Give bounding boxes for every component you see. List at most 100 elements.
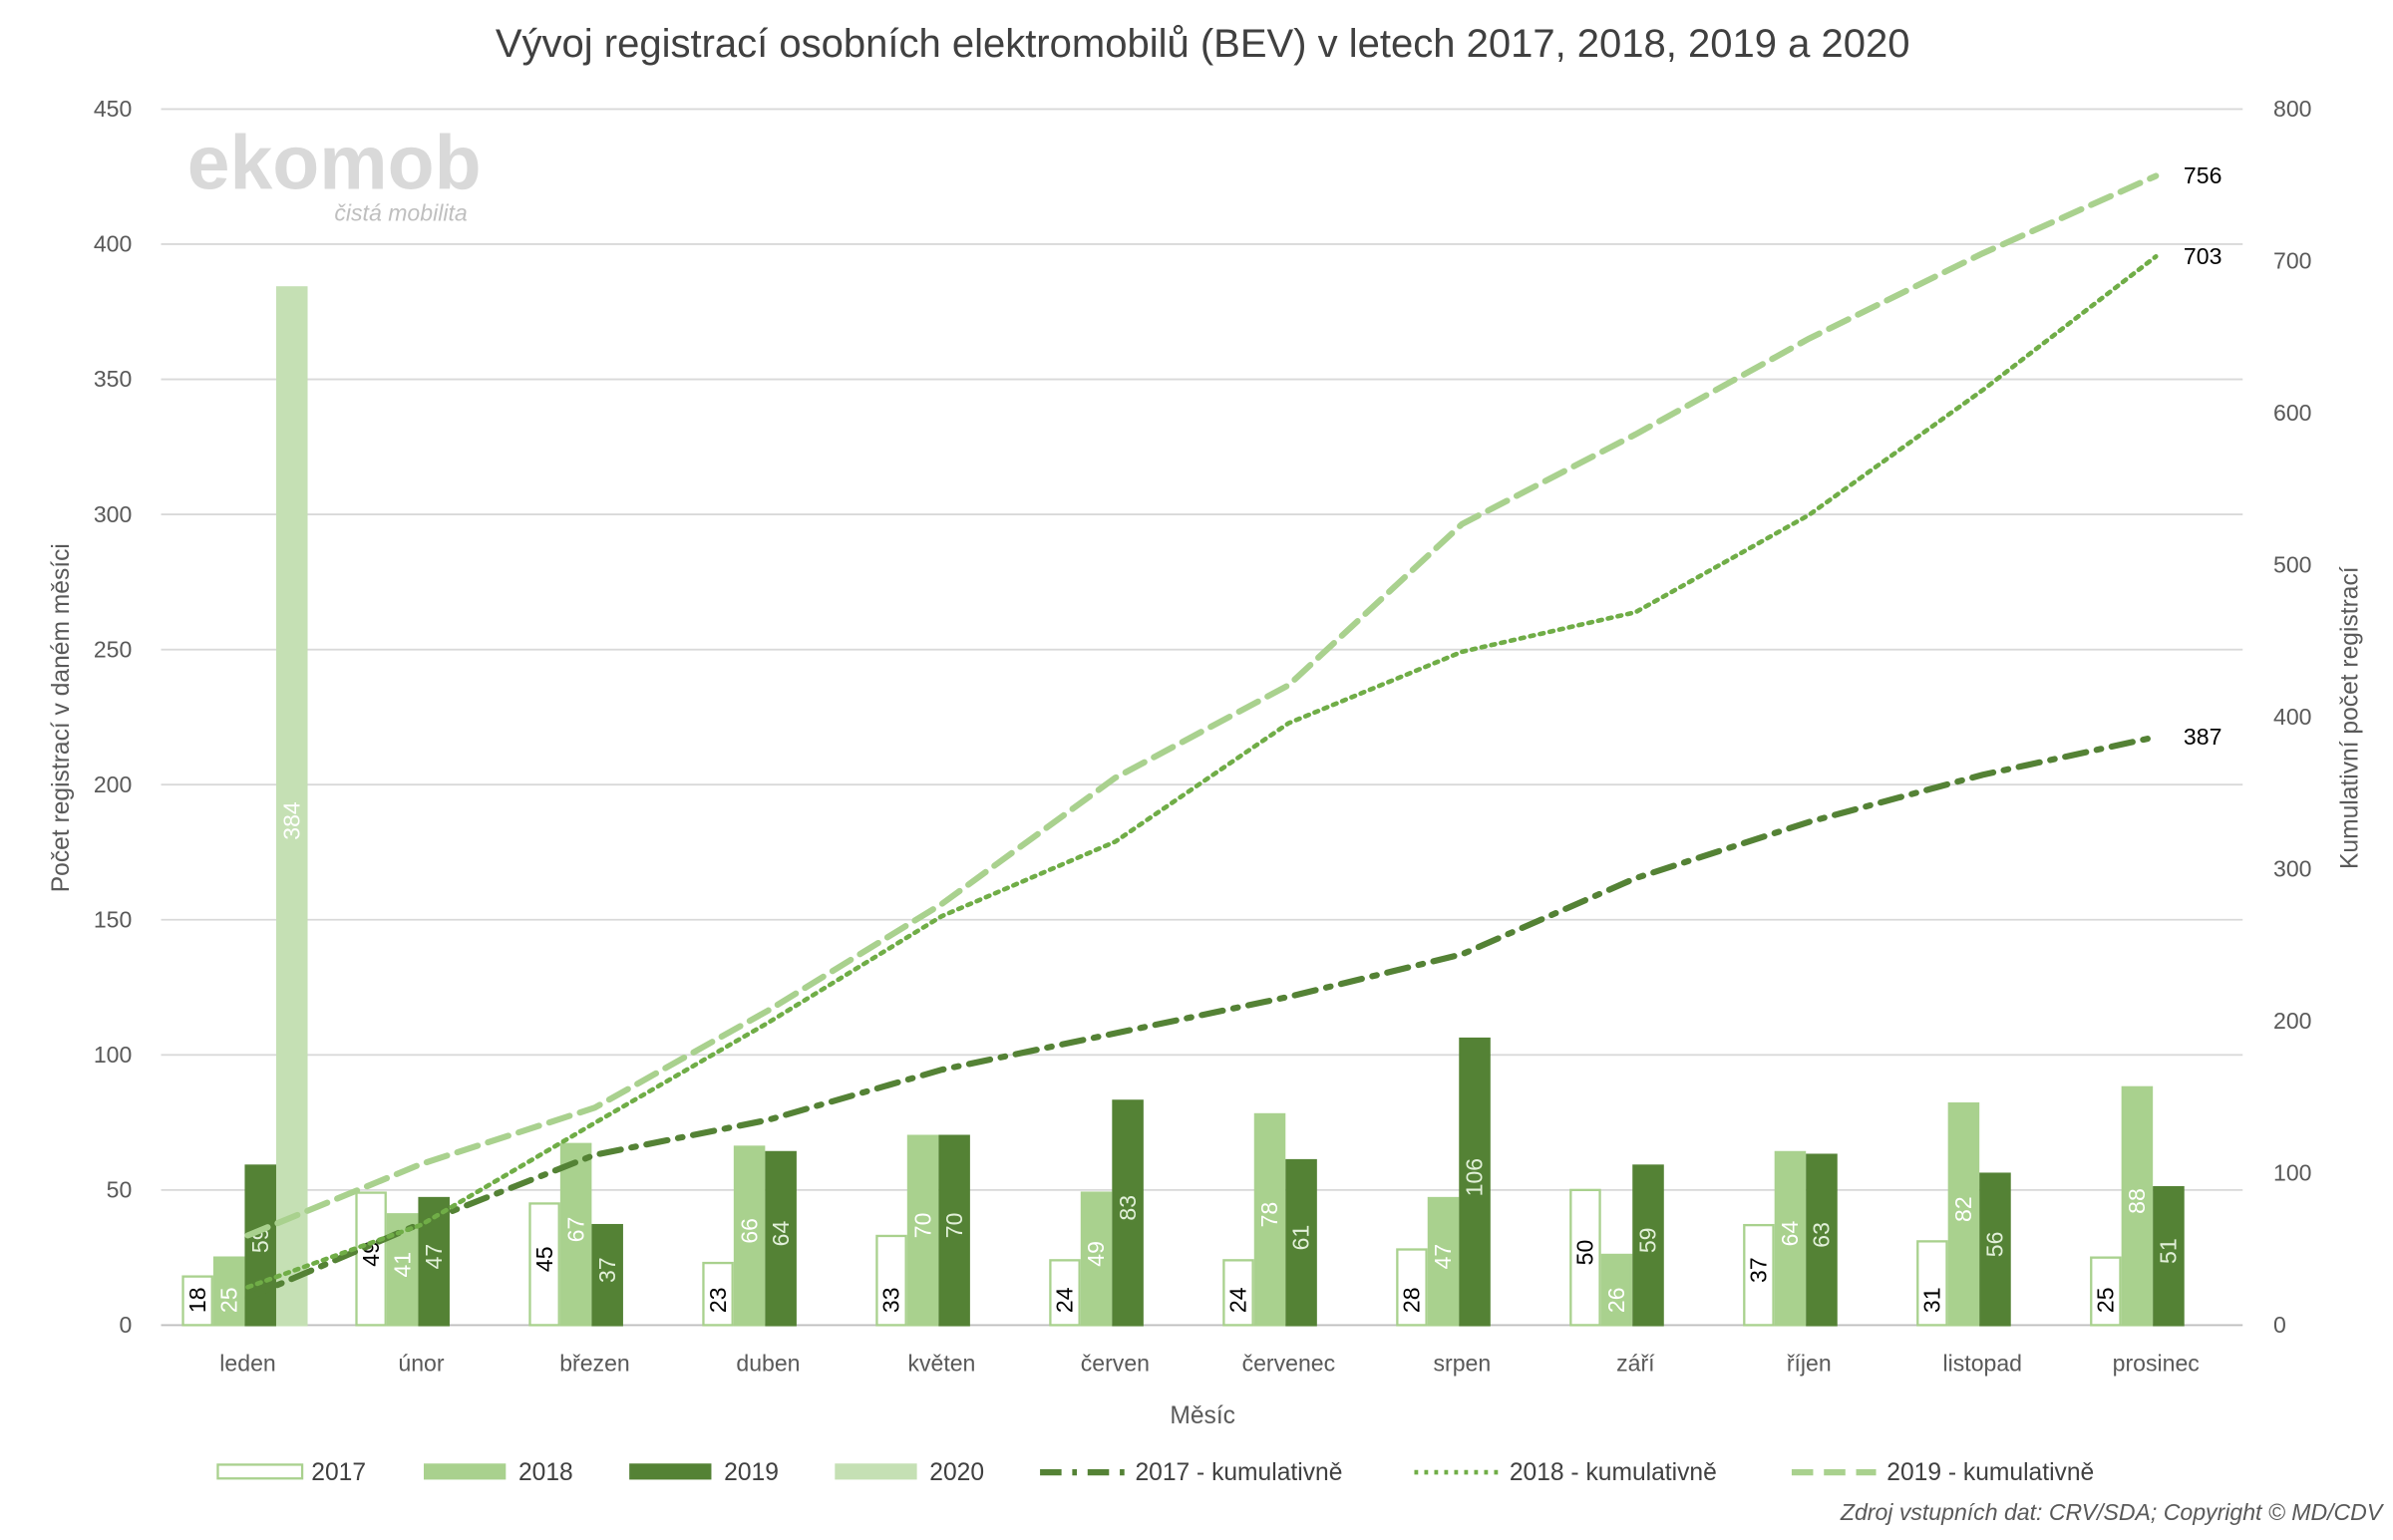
legend-swatch [629,1463,712,1480]
bar-2020 [275,286,308,1327]
bar-2018 [1600,1253,1633,1327]
data-label: 51 [2156,1238,2182,1264]
legend-swatch [424,1463,507,1480]
data-label: 66 [736,1218,762,1244]
bar-2017 [355,1191,387,1327]
bar-2017 [1396,1248,1428,1327]
bar-2019 [1112,1099,1144,1327]
x-tick-label: září [1616,1351,1655,1377]
bar-2018 [1774,1150,1807,1327]
data-label: 56 [1982,1232,2008,1258]
y-right-tick-label: 400 [2273,704,2311,730]
legend-label: 2019 - kumulativně [1886,1459,2094,1486]
data-label: 83 [1115,1195,1141,1221]
y-tick-label: 150 [94,906,132,932]
data-label: 23 [705,1287,731,1313]
y-tick-label: 50 [107,1177,133,1203]
y-tick-label: 350 [94,366,132,392]
bar-2017 [181,1275,213,1327]
legend-swatch [835,1463,917,1480]
bar-2018 [1427,1196,1460,1327]
y-tick-label: 300 [94,501,132,527]
x-tick-label: květen [907,1351,975,1377]
logo: ekomob čistá mobilita [187,120,482,225]
bar-2019 [591,1223,623,1327]
bar-2017 [2090,1256,2122,1327]
y-right-tick-label: 700 [2273,248,2311,274]
data-label: 59 [1635,1227,1661,1253]
y-axis-right-label: Kumulativní počet registrací [2337,566,2364,869]
data-label: 47 [421,1244,447,1270]
bar-2019 [1806,1153,1838,1327]
bar-2019 [244,1164,276,1327]
bar-2018 [906,1134,939,1327]
data-label: 70 [909,1213,935,1239]
data-label: 45 [531,1246,557,1272]
data-label: 49 [1083,1241,1109,1267]
x-tick-label: srpen [1433,1351,1491,1377]
legend-label: 2018 [518,1459,573,1486]
x-tick-label: říjen [1787,1351,1832,1377]
y-right-tick-label: 300 [2273,856,2311,882]
data-label: 25 [215,1287,241,1313]
data-label: 384 [278,801,304,840]
y-right-tick-label: 500 [2273,552,2311,578]
bar-2019 [1459,1037,1491,1327]
bar-2019 [1285,1158,1317,1327]
x-tick-label: prosinec [2113,1351,2200,1377]
y-right-tick-label: 0 [2273,1312,2286,1338]
data-label: 37 [1746,1257,1772,1283]
y-tick-label: 200 [94,771,132,797]
bar-2017 [1049,1259,1081,1327]
bar-2017 [1569,1188,1601,1327]
bar-2018 [2121,1085,2154,1327]
bar-2018 [1947,1101,1980,1327]
bar-2019 [1979,1172,2011,1327]
bar-2019 [765,1150,797,1327]
x-tick-label: listopad [1943,1351,2023,1377]
bar-2018 [559,1142,592,1327]
bar-2017 [1916,1240,1948,1327]
data-label: 67 [562,1217,588,1243]
y-tick-label: 250 [94,636,132,662]
x-tick-label: červenec [1242,1351,1336,1377]
end-label: 756 [2184,162,2222,188]
x-tick-label: leden [219,1351,275,1377]
data-label: 37 [594,1257,620,1283]
data-label: 64 [768,1221,794,1247]
y-tick-label: 450 [94,96,132,122]
data-label: 61 [1288,1225,1314,1251]
bar-2017 [875,1234,907,1327]
data-label: 26 [1603,1287,1629,1313]
bar-2018 [1253,1112,1286,1327]
legend-swatch [216,1463,304,1480]
data-label: 31 [1919,1287,1945,1313]
bar-2018 [1080,1191,1113,1327]
y-right-tick-label: 100 [2273,1160,2311,1186]
data-label: 106 [1462,1158,1488,1196]
y-tick-label: 100 [94,1042,132,1068]
source-note: Zdroj vstupních dat: CRV/SDA; Copyright … [1840,1499,2385,1525]
x-axis-label: Měsíc [1170,1402,1235,1429]
y-axis-label: Počet registrací v daném měsíci [48,543,75,892]
bar-2019 [2153,1186,2185,1327]
line-2019 - kumulativně [244,172,2160,1239]
data-label: 63 [1809,1222,1835,1248]
bar-2017 [702,1261,734,1327]
data-label: 28 [1399,1287,1425,1313]
y-right-tick-label: 600 [2273,400,2311,426]
data-label: 70 [941,1213,967,1239]
bar-2017 [528,1202,560,1327]
legend-label: 2020 [929,1459,984,1486]
bar-2019 [938,1134,970,1327]
data-label: 88 [2124,1188,2150,1214]
y-right-tick-label: 800 [2273,96,2311,122]
chart-title: Vývoj registrací osobních elektromobilů … [496,22,1910,66]
data-label: 25 [2093,1287,2119,1313]
legend-label: 2017 [311,1459,366,1486]
bar-2017 [1222,1259,1254,1327]
data-label: 24 [1052,1287,1078,1313]
y-tick-label: 0 [119,1312,132,1338]
line-2018 - kumulativně [245,254,2159,1290]
